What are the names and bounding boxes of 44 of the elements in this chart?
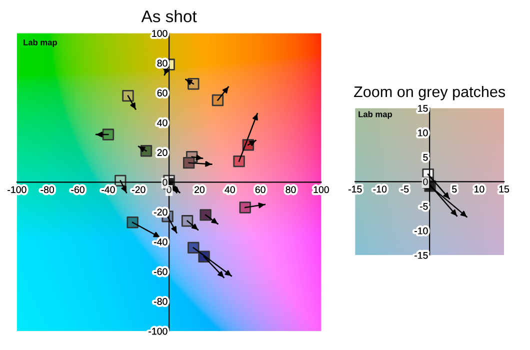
x-tick-label: -80 (40, 186, 54, 194)
annotation: Lab map (358, 111, 392, 119)
x-tick-label: 100 (314, 186, 329, 194)
x-tick-label: 15 (499, 186, 510, 193)
y-tick-label: 20 (157, 149, 168, 156)
x-tick-label: -20 (132, 186, 146, 194)
chart-title: As shot (141, 10, 197, 22)
chart-title: Zoom on grey patches (354, 86, 506, 100)
y-tick-label: -60 (154, 268, 168, 276)
point (126, 216, 138, 228)
x-tick-label: 80 (286, 186, 296, 194)
point (183, 156, 195, 169)
x-tick-label: -40 (102, 186, 115, 194)
point (122, 90, 134, 102)
x-tick-label: 10 (474, 186, 484, 193)
x-tick-label: -15 (348, 186, 362, 193)
x-tick-label: -10 (373, 186, 387, 193)
y-tick-label: 0 (162, 178, 168, 186)
x-tick-label: -5 (400, 186, 409, 193)
x-tick-label: 5 (452, 186, 457, 193)
x-tick-label: 60 (255, 186, 266, 194)
y-tick-label: 10 (418, 129, 428, 136)
point (181, 215, 194, 227)
y-tick-label: -40 (154, 238, 168, 246)
annotation: Lab map (24, 39, 57, 47)
point (233, 155, 245, 168)
x-tick-label: -60 (71, 186, 84, 194)
y-tick-label: 40 (157, 119, 168, 126)
y-tick-label: 15 (418, 104, 428, 112)
point (212, 94, 224, 106)
y-tick-label: -5 (420, 202, 428, 210)
point (102, 128, 114, 140)
y-tick-label: 5 (423, 154, 428, 161)
x-tick-label: 20 (194, 186, 205, 194)
point (188, 242, 200, 254)
y-tick-label: 60 (157, 90, 168, 96)
y-tick-label: 0 (423, 178, 428, 186)
x-tick-label: 40 (224, 186, 235, 194)
point (239, 202, 251, 214)
point (200, 209, 212, 221)
y-tick-label: -80 (154, 298, 168, 305)
y-tick-label: -10 (414, 227, 428, 234)
x-tick-label: -100 (8, 186, 26, 194)
y-tick-label: -15 (414, 252, 428, 259)
